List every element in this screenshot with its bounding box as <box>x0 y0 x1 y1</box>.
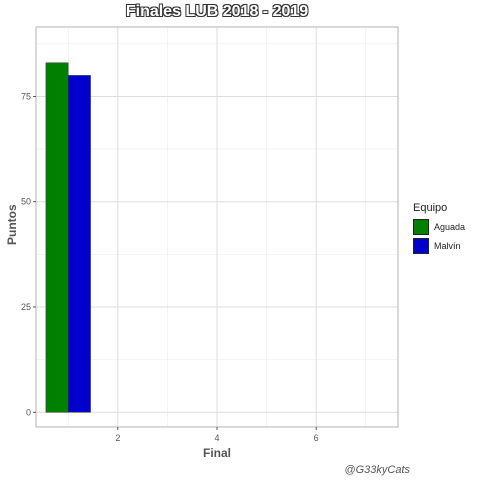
chart-title: Finales LUB 2018 - 2019 <box>125 3 309 20</box>
legend-key-malvin <box>413 238 429 254</box>
y-tick-label: 0 <box>26 407 31 417</box>
y-tick-label: 25 <box>21 302 31 312</box>
legend-key-aguada <box>413 219 429 235</box>
grid <box>36 27 398 427</box>
y-axis-label: Puntos <box>5 204 19 245</box>
bar-malvin <box>67 75 91 413</box>
x-axis-label: Final <box>202 446 231 460</box>
ticks: 0 25 50 75 2 4 6 <box>21 91 319 443</box>
legend-item-aguada: Aguada <box>413 218 465 236</box>
legend-title: Equipo <box>413 202 448 214</box>
legend-label-malvin: Malvín <box>434 241 461 251</box>
caption: @G33kyCats <box>344 464 410 476</box>
x-tick-label: 4 <box>214 433 219 443</box>
legend-label-aguada: Aguada <box>434 222 466 232</box>
legend-item-malvin: Malvín <box>413 237 465 255</box>
bar-aguada <box>45 62 69 413</box>
y-tick-label: 75 <box>21 91 31 101</box>
bars <box>45 62 91 413</box>
x-tick-label: 2 <box>115 433 120 443</box>
x-tick-label: 6 <box>314 433 319 443</box>
y-tick-label: 50 <box>21 197 31 207</box>
legend: Equipo Aguada Malvín <box>413 202 465 256</box>
